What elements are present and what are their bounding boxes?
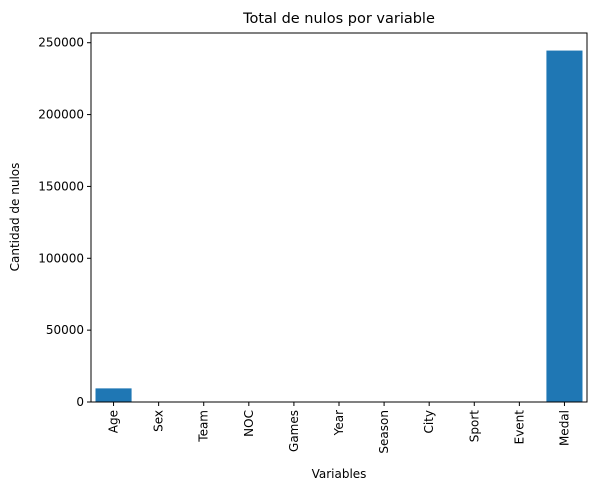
x-tick-label: NOC <box>242 410 256 437</box>
x-tick-label: Medal <box>557 410 571 446</box>
plot-area: 0 50000 100000 150000 200000 250000 Age Sex Team… <box>38 32 588 454</box>
y-tick-label: 100000 <box>38 251 84 265</box>
y-tick-label: 50000 <box>46 323 84 337</box>
x-tick-label: Sex <box>152 410 166 432</box>
x-tick-label: Season <box>377 410 391 454</box>
x-tick-label: Games <box>287 410 301 452</box>
y-axis-title: Cantidad de nulos <box>8 163 22 272</box>
x-tick-label: Event <box>512 410 526 445</box>
x-axis-title: Variables <box>312 467 367 481</box>
bar-medal <box>546 50 583 402</box>
bar-age <box>95 388 132 402</box>
y-tick-label: 150000 <box>38 179 84 193</box>
y-tick-label: 250000 <box>38 36 84 50</box>
y-tick-label: 0 <box>76 395 84 409</box>
chart-title: Total de nulos por variable <box>242 11 435 27</box>
x-tick-label: Year <box>332 410 346 436</box>
x-tick-label: Age <box>107 410 121 433</box>
y-tick-label: 200000 <box>38 108 84 122</box>
x-tick-label: Sport <box>467 410 481 443</box>
x-tick-label: City <box>422 410 436 434</box>
x-tick-label: Team <box>197 410 211 443</box>
